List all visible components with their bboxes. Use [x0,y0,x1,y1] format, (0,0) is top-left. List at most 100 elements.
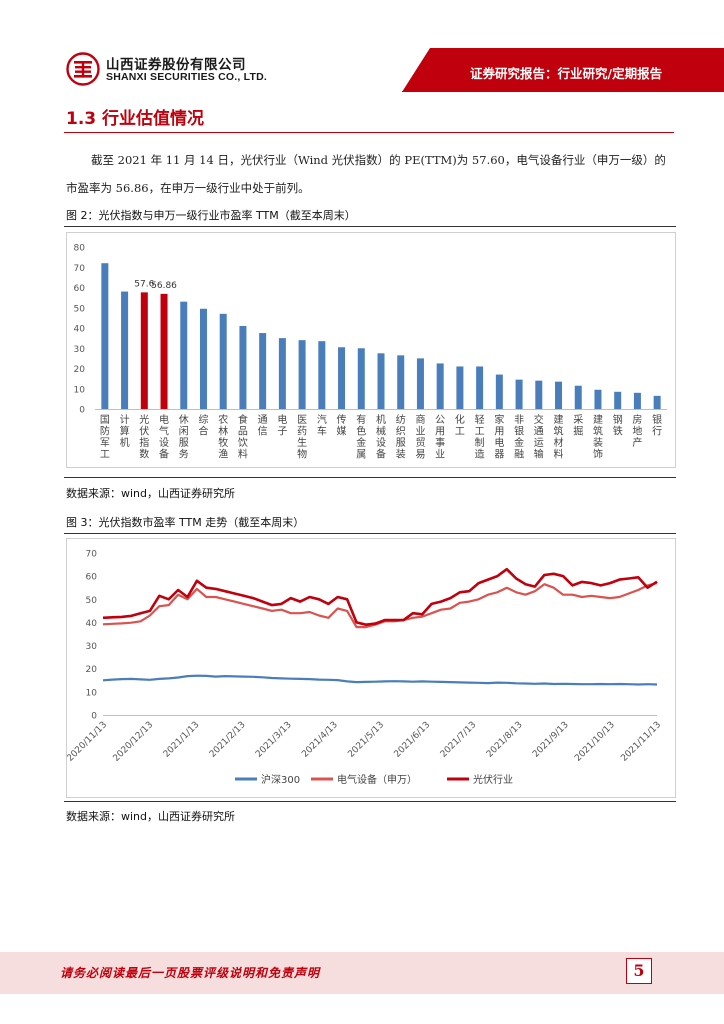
y-tick-label: 80 [74,244,86,254]
x-tick-label-char: 金 [356,436,366,449]
y-tick-label: 20 [74,365,86,375]
x-tick-label-char: 数 [139,448,149,461]
x-tick-label-char: 机 [120,436,130,449]
bar-16 [397,355,405,409]
x-tick-label-char: 汽 [317,413,327,426]
legend-label: 电气设备（申万） [337,773,417,786]
y-tick-label: 0 [91,712,97,722]
y-tick-label: 30 [74,345,86,355]
x-tick-label: 2021/9/13 [531,720,571,760]
figure2-top-rule [64,226,676,227]
x-tick-label-char: 用 [435,427,445,438]
x-tick-label-char: 料 [554,448,564,461]
figure3-caption: 图 3：光伏指数市盈率 TTM 走势（截至本周末） [66,516,305,529]
x-tick-label-char: 通 [258,414,268,426]
section-divider [64,132,674,133]
bar-2 [121,291,129,409]
x-tick-label-char: 筑 [554,425,564,438]
footer-band [0,952,724,994]
x-tick-label-char: 电 [277,413,287,426]
x-tick-label-char: 家 [494,413,504,426]
x-tick-label-char: 属 [356,449,366,461]
x-tick-label-char: 传 [337,414,347,426]
x-tick-label-char: 饮 [238,436,248,449]
company-name-cn: 山西证券股份有限公司 [106,57,246,73]
bar-20 [476,366,484,409]
bar-1 [101,263,109,409]
legend-label: 光伏行业 [473,773,513,786]
x-tick-label: 2020/12/13 [112,720,156,764]
x-tick-label-char: 装 [396,448,406,461]
x-tick-label-char: 子 [277,426,287,438]
x-tick-label-char: 行 [652,425,662,438]
series-line-3 [102,567,658,626]
x-tick-label-char: 采 [573,414,583,426]
bar-17 [416,358,424,409]
x-tick-label: 2021/6/13 [393,720,433,760]
x-tick-label-char: 电 [159,413,169,426]
x-tick-label-char: 业 [415,426,425,438]
x-tick-label-char: 地 [632,425,642,438]
bar-4 [160,293,168,409]
bar-26 [594,389,602,409]
x-tick-label-char: 易 [415,449,425,461]
x-tick-label-char: 农 [218,413,228,426]
x-tick-label-char: 交 [534,413,544,426]
x-tick-label: 2021/10/13 [573,720,617,764]
x-tick-label-char: 服 [396,437,406,449]
data-label: 57.6 [134,279,154,289]
x-tick-label-char: 贸 [415,437,425,449]
bar-15 [377,353,385,409]
x-tick-label-char: 防 [100,425,110,438]
y-tick-label: 20 [86,665,98,675]
x-tick-label-char: 房 [632,413,642,426]
y-tick-label: 0 [79,406,85,416]
bar-23 [535,380,543,409]
x-tick-label-char: 金 [514,436,524,449]
figure3-chart: 0 10 20 30 40 50 60 70 2020/11/13 2020/12/13 2021/… [66,538,676,798]
x-tick-label-char: 电 [494,436,504,449]
x-tick-label-char: 公 [435,415,445,426]
x-tick-label-char: 车 [317,425,327,438]
x-tick-label-char: 钢 [613,413,623,426]
y-tick-label: 50 [74,304,86,314]
x-tick-label-char: 业 [435,449,445,461]
figure2-source: 数据来源：wind，山西证券研究所 [66,487,236,500]
figure3-bottom-rule [64,801,676,802]
bar-6 [199,308,207,409]
x-tick-label-char: 计 [120,413,130,426]
bar-10 [278,338,286,409]
figure2-bottom-rule [64,477,676,478]
x-tick-label-char: 渔 [218,449,228,461]
bar-18 [436,363,444,409]
x-tick-label-char: 银 [652,413,662,426]
x-tick-label-char: 有 [356,413,366,426]
x-tick-label: 2021/11/13 [619,720,663,764]
x-tick-label-char: 纺 [396,413,406,426]
series-line-1 [102,674,658,686]
x-tick-label: 2021/5/13 [346,720,386,760]
x-tick-label-char: 筑 [593,425,603,438]
x-tick-label: 2021/2/13 [208,720,248,760]
x-tick-label-char: 机 [376,413,386,426]
x-tick-label-char: 通 [534,426,544,438]
bar-21 [495,374,503,409]
x-tick-label-char: 休 [179,414,189,426]
x-tick-label-char: 医 [297,414,307,426]
bar-8 [239,325,247,409]
shanxi-securities-logo-icon [66,52,100,86]
bar-27 [614,391,622,409]
x-tick-label-char: 制 [475,436,485,449]
x-tick-label-char: 建 [593,413,603,426]
x-tick-label-char: 媒 [337,426,347,438]
x-tick-label-char: 融 [514,449,524,461]
header-banner [402,48,724,92]
page-header: 山西证券股份有限公司 SHANXI SECURITIES CO., LTD. 证… [0,0,724,92]
x-tick-label-char: 输 [534,448,544,461]
x-tick-label-char: 械 [376,425,386,438]
section-title: 1.3 行业估值情况 [66,109,205,129]
x-tick-label-char: 用 [494,427,504,438]
x-tick-label-char: 化 [455,413,465,426]
x-tick-label-char: 色 [356,425,366,438]
x-tick-label-char: 材 [554,436,564,449]
